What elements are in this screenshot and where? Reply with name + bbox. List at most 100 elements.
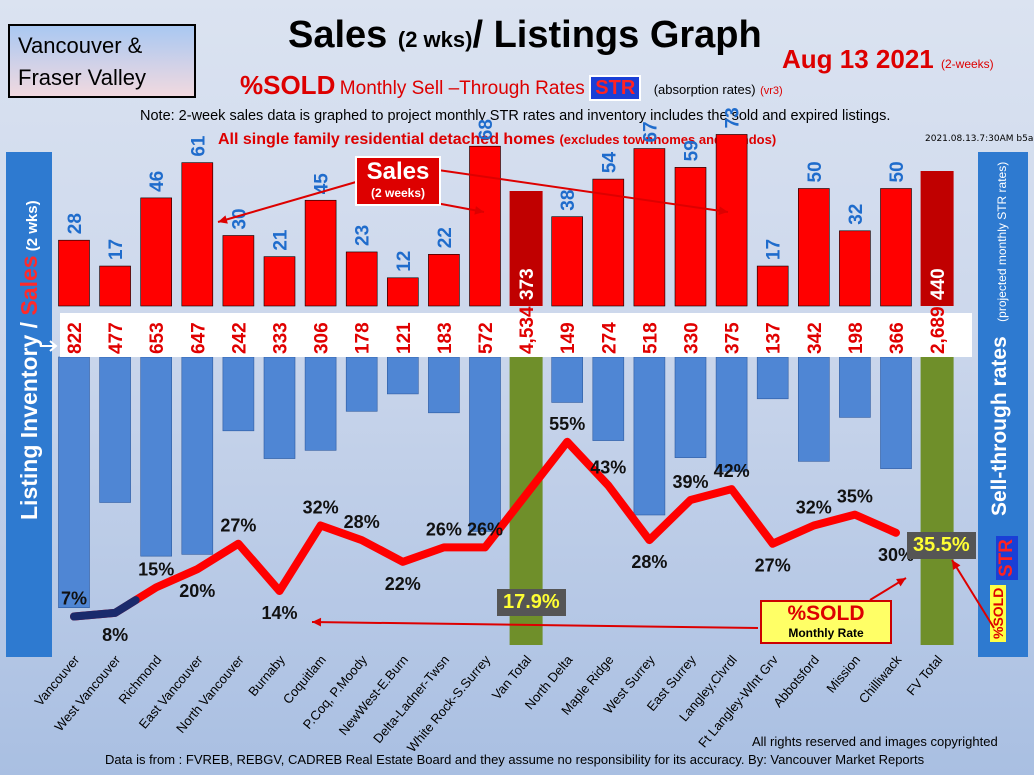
inventory-value-label: 653 bbox=[147, 322, 168, 354]
sales-value-label: 440 bbox=[928, 268, 949, 300]
subtitle-absorption: (absorption rates) bbox=[653, 82, 756, 97]
inventory-bar bbox=[386, 356, 419, 395]
date-text: Aug 13 2021 bbox=[782, 44, 934, 74]
inventory-bar bbox=[839, 356, 871, 418]
inventory-bar bbox=[345, 356, 378, 412]
sold-callout-title: %SOLD bbox=[787, 602, 865, 625]
sales-value-label: 50 bbox=[887, 161, 908, 182]
total-column-bar bbox=[920, 357, 954, 645]
sales-value-label: 28 bbox=[65, 213, 86, 234]
sales-value-label: 38 bbox=[558, 190, 579, 211]
sold-rate-label: 14% bbox=[261, 603, 297, 623]
title-main: Sales bbox=[288, 14, 388, 56]
category-label: Delta-Ladner-Twsn bbox=[370, 652, 452, 746]
inventory-bar bbox=[756, 356, 789, 400]
sales-value-label: 45 bbox=[312, 173, 333, 195]
sold-rate-label: 32% bbox=[303, 498, 339, 518]
sales-arrow-west bbox=[217, 181, 357, 223]
sold-rate-label: 35% bbox=[837, 487, 873, 507]
total-sales-bar bbox=[920, 171, 954, 306]
sold-rate-label: 8% bbox=[102, 625, 128, 645]
inventory-bar bbox=[99, 356, 131, 503]
subtitle: %SOLD Monthly Sell –Through Rates STR (a… bbox=[240, 70, 783, 101]
sold-rate-line-start bbox=[70, 596, 140, 621]
left-axis-band bbox=[6, 152, 52, 657]
sales-value-label: 22 bbox=[435, 227, 456, 248]
sales-bar bbox=[386, 277, 419, 307]
sales-value-label: 68 bbox=[476, 119, 497, 140]
inventory-value-label: 242 bbox=[229, 322, 250, 354]
sales-value-label: 67 bbox=[640, 121, 661, 142]
inventory-bar bbox=[304, 356, 337, 451]
sales-bar bbox=[304, 199, 337, 307]
inventory-label-row bbox=[60, 313, 972, 357]
sold-rate-label: 22% bbox=[385, 574, 421, 594]
sold-rate-label: 28% bbox=[344, 512, 380, 532]
category-label: FV Total bbox=[903, 652, 945, 698]
sold-rate-label: 26% bbox=[467, 519, 503, 539]
inventory-value-label: 2,689 bbox=[928, 306, 949, 354]
date-note: (2-weeks) bbox=[940, 57, 994, 71]
sales-bar bbox=[674, 167, 707, 307]
category-label: Chilliwack bbox=[856, 652, 905, 706]
sales-value-label: 61 bbox=[188, 135, 209, 157]
sales-bar bbox=[592, 178, 625, 307]
inventory-value-label: 178 bbox=[353, 322, 374, 354]
sales-bar bbox=[181, 162, 214, 307]
sold-rate-label: 39% bbox=[672, 472, 708, 492]
sold-rate-label: 42% bbox=[714, 461, 750, 481]
str-arrow-head bbox=[952, 560, 961, 570]
chart-note: Note: 2-week sales data is graphed to pr… bbox=[140, 108, 891, 124]
sales-bar bbox=[797, 188, 830, 307]
inventory-bar bbox=[592, 356, 625, 441]
sales-value-label: 59 bbox=[682, 140, 703, 161]
fv-total-rate: 35.5% bbox=[907, 532, 976, 559]
sales-arrow-south-head bbox=[474, 206, 484, 215]
subtitle-rates: Monthly Sell –Through Rates bbox=[339, 78, 585, 99]
sales-value-label: 23 bbox=[353, 225, 374, 246]
region-line-2: Fraser Valley bbox=[18, 65, 146, 90]
sold-arrow-east-head bbox=[896, 578, 906, 587]
category-label: Burnaby bbox=[245, 652, 288, 699]
sales-value-label: 17 bbox=[106, 239, 127, 260]
data-source: Data is from : FVREB, REBGV, CADREB Real… bbox=[105, 752, 925, 767]
inventory-value-label: 822 bbox=[65, 322, 86, 354]
report-date: Aug 13 2021 (2-weeks) bbox=[782, 44, 994, 75]
inventory-value-label: 477 bbox=[106, 322, 127, 354]
inventory-value-label: 4,534 bbox=[517, 306, 538, 354]
inventory-bar bbox=[58, 356, 90, 609]
sales-callout: Sales (2 weeks) bbox=[355, 156, 441, 206]
sales-value-label: 12 bbox=[394, 251, 415, 272]
sales-bar bbox=[839, 230, 871, 307]
inventory-value-label: 647 bbox=[188, 322, 209, 354]
title-rest: / Listings Graph bbox=[472, 14, 762, 56]
inventory-bar bbox=[140, 356, 172, 557]
sold-callout: %SOLD Monthly Rate bbox=[760, 600, 892, 644]
subtitle-version: (vr3) bbox=[760, 85, 783, 97]
inventory-value-label: 274 bbox=[599, 322, 620, 354]
inventory-bar bbox=[428, 356, 460, 414]
sold-arrow-west-head bbox=[312, 617, 322, 627]
rights-notice: All rights reserved and images copyright… bbox=[752, 734, 998, 749]
inventory-value-label: 342 bbox=[805, 322, 826, 354]
sold-rate-label: 20% bbox=[179, 581, 215, 601]
inventory-bar bbox=[263, 356, 296, 459]
inventory-value-label: 137 bbox=[764, 322, 785, 354]
sales-value-label: 32 bbox=[846, 204, 867, 225]
sales-arrow-west-head bbox=[218, 215, 228, 224]
sales-bar bbox=[428, 254, 460, 307]
inventory-bar bbox=[633, 356, 666, 516]
sales-value-label: 54 bbox=[599, 152, 620, 174]
sales-bar bbox=[633, 148, 666, 307]
sold-rate-label: 30% bbox=[878, 545, 914, 565]
inventory-value-label: 330 bbox=[682, 322, 703, 354]
sales-value-label: 373 bbox=[517, 268, 538, 300]
detached-text: All single family residential detached h… bbox=[218, 131, 555, 148]
inventory-bar bbox=[222, 356, 255, 432]
sold-rate-line bbox=[70, 437, 900, 621]
sold-arrow-west bbox=[311, 621, 759, 629]
sales-value-label: 30 bbox=[229, 208, 250, 229]
sold-rate-label: 43% bbox=[590, 457, 626, 477]
